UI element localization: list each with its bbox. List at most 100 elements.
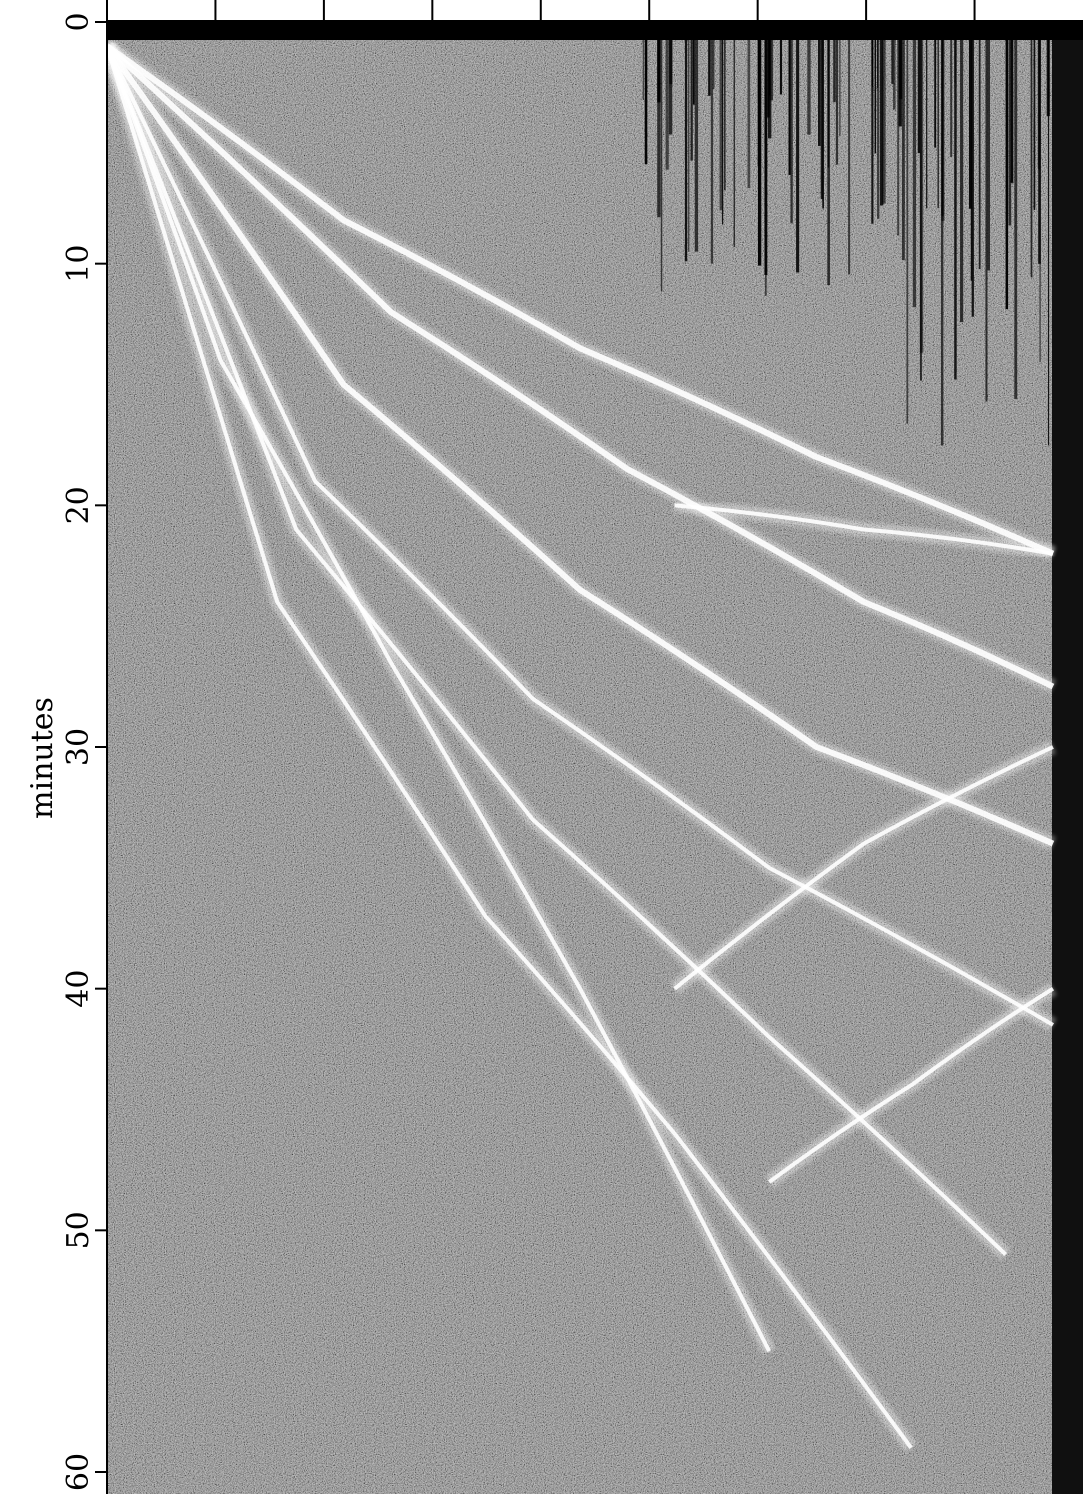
dark-streak — [796, 40, 800, 273]
dark-streak — [788, 40, 791, 175]
dark-streak — [733, 40, 736, 248]
dark-streak — [882, 40, 886, 204]
dark-streak — [941, 40, 944, 217]
dark-streak — [820, 40, 824, 200]
dark-streak — [871, 40, 874, 88]
dark-streak — [710, 40, 714, 264]
dark-streak — [950, 40, 953, 157]
dark-streak — [719, 40, 723, 211]
dark-streak — [954, 40, 956, 84]
phase-arrival-trace — [107, 45, 1008, 1256]
phase-arrival-traces — [107, 40, 1057, 1452]
dark-streak — [971, 40, 974, 317]
dark-streak — [694, 40, 699, 252]
phase-arrival-trace — [107, 44, 1055, 847]
y-tick-label: 50 — [61, 1211, 96, 1249]
dark-streak — [987, 40, 991, 271]
plot-area — [107, 22, 1083, 1494]
y-tick-label: 60 — [61, 1453, 96, 1491]
dark-streak — [665, 40, 669, 170]
dark-streak — [669, 40, 673, 85]
dark-streak — [757, 40, 762, 266]
dark-streak — [877, 40, 880, 219]
dark-streak — [926, 40, 928, 209]
dark-streak — [880, 40, 884, 206]
dark-streak — [912, 40, 917, 308]
dark-streak — [848, 40, 851, 275]
dark-streak — [712, 40, 715, 90]
dark-streak — [721, 40, 724, 225]
dark-streak — [690, 40, 693, 161]
dark-streak — [1005, 40, 1009, 310]
dark-streak — [940, 40, 944, 446]
phase-arrival-trace — [107, 45, 913, 1450]
dark-streak — [968, 40, 972, 209]
dark-streak — [954, 40, 957, 380]
dark-streak — [818, 40, 821, 146]
dark-streak — [897, 40, 900, 236]
dark-streak — [1039, 40, 1041, 363]
y-tick-labels: 0 10 20 30 40 50 60 — [61, 12, 96, 1491]
y-ticks — [95, 21, 107, 1473]
dark-streak — [1037, 40, 1041, 169]
dark-streak — [906, 40, 909, 424]
dark-streak — [839, 40, 841, 137]
dark-streak — [893, 40, 896, 110]
phase-arrival-trace — [107, 45, 771, 1353]
phase-arrival-trace — [107, 43, 1055, 690]
dark-streak — [790, 40, 793, 224]
dark-streak — [645, 40, 647, 84]
dark-streak — [1014, 40, 1018, 399]
dark-streak — [769, 40, 774, 101]
dark-streak — [765, 40, 767, 296]
dark-streak — [833, 40, 836, 103]
dark-streak — [1047, 40, 1050, 446]
dark-streak — [807, 40, 811, 135]
dark-streak — [767, 40, 772, 139]
dark-streak — [642, 40, 644, 100]
y-tick-label: 40 — [61, 970, 96, 1008]
right-edge-band — [1052, 40, 1083, 1494]
dark-streak — [708, 40, 711, 96]
dark-streak — [891, 40, 894, 84]
dark-streak — [644, 40, 648, 165]
dark-streak — [657, 40, 661, 218]
dark-streak — [917, 40, 921, 154]
dark-streak — [688, 40, 690, 252]
dark-streak — [1008, 40, 1012, 226]
axes: 0 10 20 30 40 50 60 minutes — [25, 0, 1083, 1494]
dark-streak — [970, 40, 973, 281]
phase-arrival-trace — [107, 45, 1055, 1027]
dark-streak — [779, 40, 783, 95]
phase-arrival-trace — [107, 43, 1055, 557]
dark-streak — [692, 40, 695, 105]
dark-streak — [827, 40, 830, 168]
dark-streak — [724, 40, 726, 191]
dark-streak — [668, 40, 673, 135]
dark-streak — [934, 40, 937, 148]
y-axis-title: minutes — [25, 697, 60, 819]
dark-streaks — [642, 40, 1083, 1494]
dark-streak — [1033, 40, 1036, 210]
dark-streak — [919, 40, 922, 381]
y-tick-label: 20 — [61, 486, 96, 524]
dark-streak — [660, 40, 663, 292]
dark-streak — [978, 40, 981, 270]
dark-streak — [835, 40, 839, 165]
top-black-band — [107, 22, 1083, 40]
dark-streak — [898, 40, 902, 127]
dark-streak — [985, 40, 988, 402]
dark-streak — [960, 40, 964, 323]
phase-arrival-trace — [768, 986, 1055, 1184]
dark-streak — [684, 40, 688, 262]
dark-streak — [937, 40, 939, 209]
y-tick-label: 0 — [61, 12, 96, 31]
dark-streak — [1010, 40, 1014, 183]
dark-streak — [901, 40, 905, 261]
y-tick-label: 30 — [61, 728, 96, 766]
x-ticks — [106, 0, 976, 21]
dark-streak — [871, 40, 874, 224]
y-tick-label: 10 — [61, 245, 96, 283]
dark-streak — [874, 40, 877, 154]
